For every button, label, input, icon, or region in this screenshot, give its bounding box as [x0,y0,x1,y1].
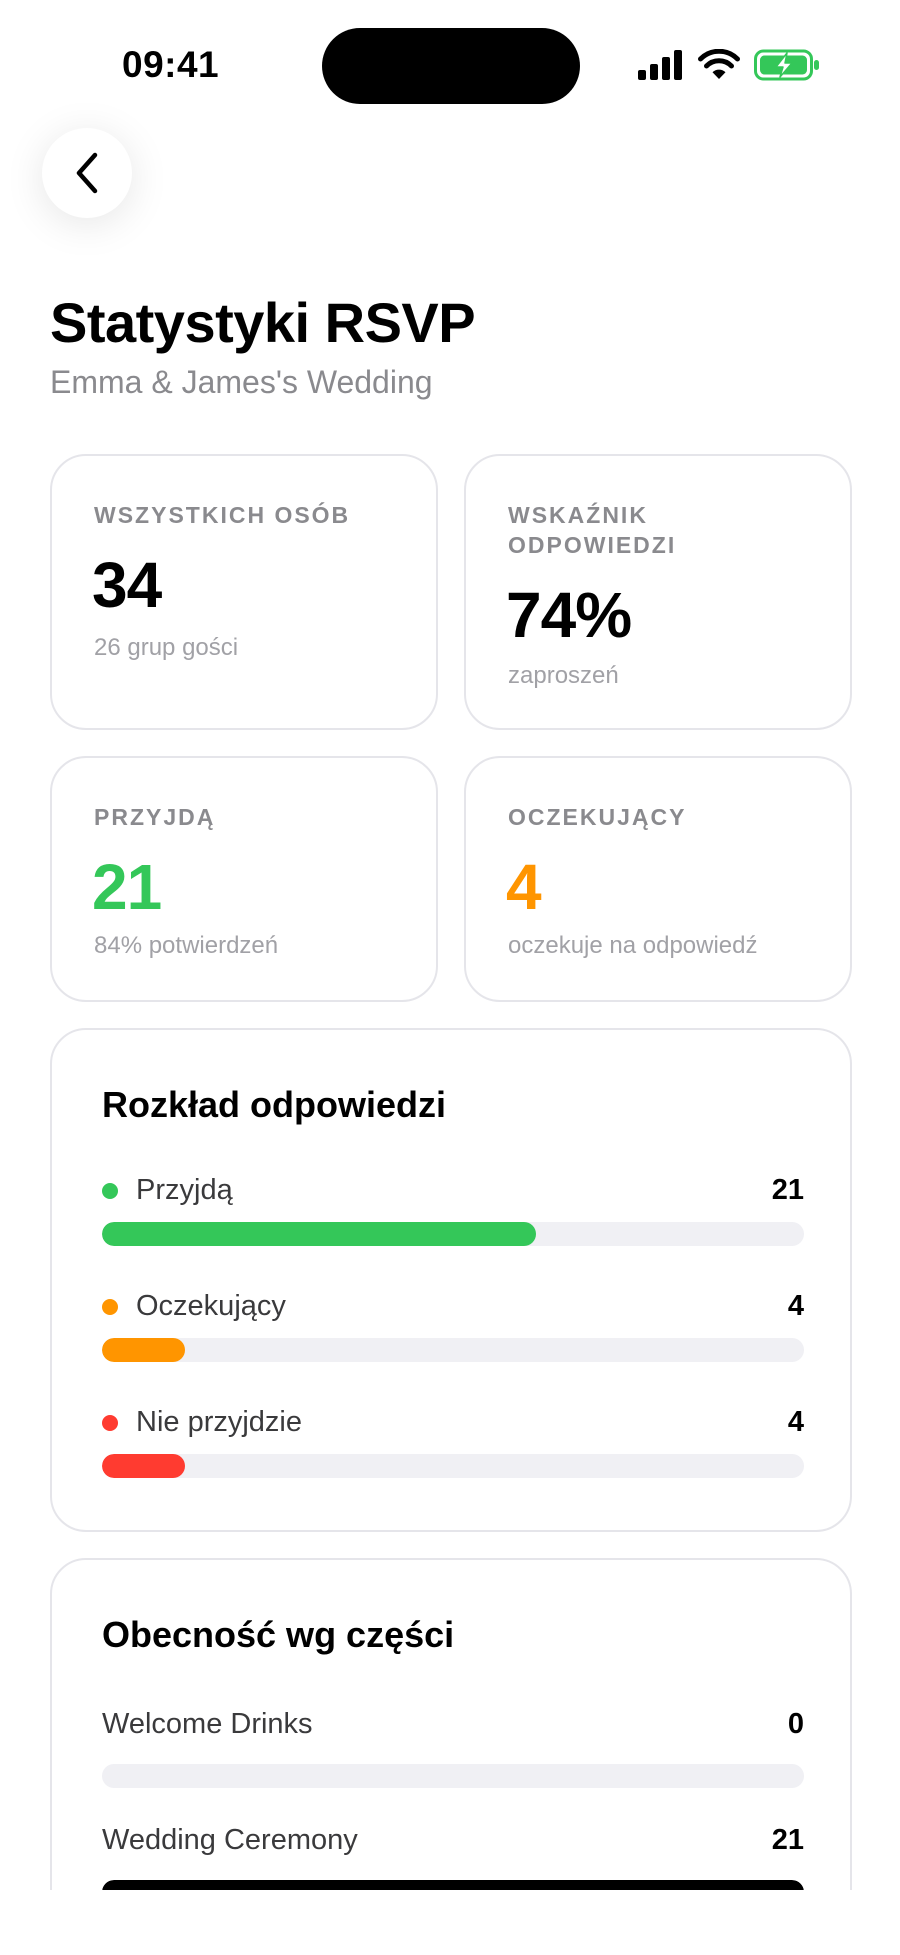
stat-subtext: 84% potwierdzeń [94,932,279,959]
section-title: Rozkład odpowiedzi [102,1084,447,1125]
stat-value: 34 [92,549,162,621]
wifi-icon [698,49,740,79]
breakdown-row-pending: Oczekujący 4 [102,1290,804,1362]
row-count: 21 [771,1174,804,1206]
progress-fill [102,1454,185,1478]
stat-value: 4 [506,851,542,923]
row-label: Welcome Drinks [102,1708,313,1740]
status-dot [102,1414,118,1431]
signal-icon [638,50,682,80]
status-bar: 09:41 [0,0,900,132]
stat-value: 74% [506,579,632,651]
progress-track [102,1764,804,1788]
status-dot [102,1298,118,1315]
progress-track [102,1880,804,1890]
row-label: Oczekujący [136,1290,286,1322]
stat-subtext: oczekuje na odpowiedź [508,932,758,959]
attendance-by-part-card: Obecność wg części Welcome Drinks 0 Wedd… [50,1558,852,1890]
status-icons [638,48,820,82]
stat-card-attending: PRZYJDĄ 21 84% potwierdzeń [50,756,438,1002]
status-dot [102,1182,118,1199]
page-subtitle: Emma & James's Wedding [50,364,433,400]
stat-subtext: zaproszeń [508,662,619,689]
progress-track [102,1454,804,1478]
progress-track [102,1222,804,1246]
page-title: Statystyki RSVP [50,291,476,354]
status-time: 09:41 [122,44,220,85]
breakdown-row-attending: Przyjdą 21 [102,1174,804,1246]
row-count: 0 [787,1708,804,1740]
breakdown-row-declined: Nie przyjdzie 4 [102,1406,804,1478]
stat-label: OCZEKUJĄCY [508,804,687,830]
row-label: Przyjdą [136,1174,233,1206]
dynamic-island [322,28,580,104]
battery-charging-icon [754,49,819,81]
row-label: Nie przyjdzie [136,1406,302,1438]
progress-fill [102,1880,804,1890]
stat-card-total: WSZYSTKICH OSÓB 34 26 grup gości [50,454,438,730]
attendance-clip: Obecność wg części Welcome Drinks 0 Wedd… [0,1558,900,1890]
progress-track [102,1338,804,1362]
chevron-left-icon [76,152,98,194]
attendance-row: Wedding Ceremony 21 [102,1824,804,1890]
back-button[interactable] [42,128,132,218]
row-count: 4 [787,1290,804,1322]
section-title: Obecność wg części [102,1614,455,1655]
stat-label: WSZYSTKICH OSÓB [94,502,351,528]
row-count: 4 [787,1406,804,1438]
stat-card-response-rate: WSKAŹNIK ODPOWIEDZI 74% zaproszeń [464,454,852,730]
stat-value: 21 [92,851,162,923]
progress-fill [102,1222,536,1246]
row-label: Wedding Ceremony [102,1824,358,1856]
stat-label: WSKAŹNIK ODPOWIEDZI [508,502,677,558]
progress-fill [102,1338,185,1362]
stat-card-pending: OCZEKUJĄCY 4 oczekuje na odpowiedź [464,756,852,1002]
response-breakdown-card: Rozkład odpowiedzi Przyjdą 21 Oczekujący… [50,1028,852,1532]
attendance-row: Welcome Drinks 0 [102,1708,804,1788]
row-count: 21 [771,1824,804,1856]
stat-subtext: 26 grup gości [94,634,239,661]
stat-label: PRZYJDĄ [94,804,216,830]
